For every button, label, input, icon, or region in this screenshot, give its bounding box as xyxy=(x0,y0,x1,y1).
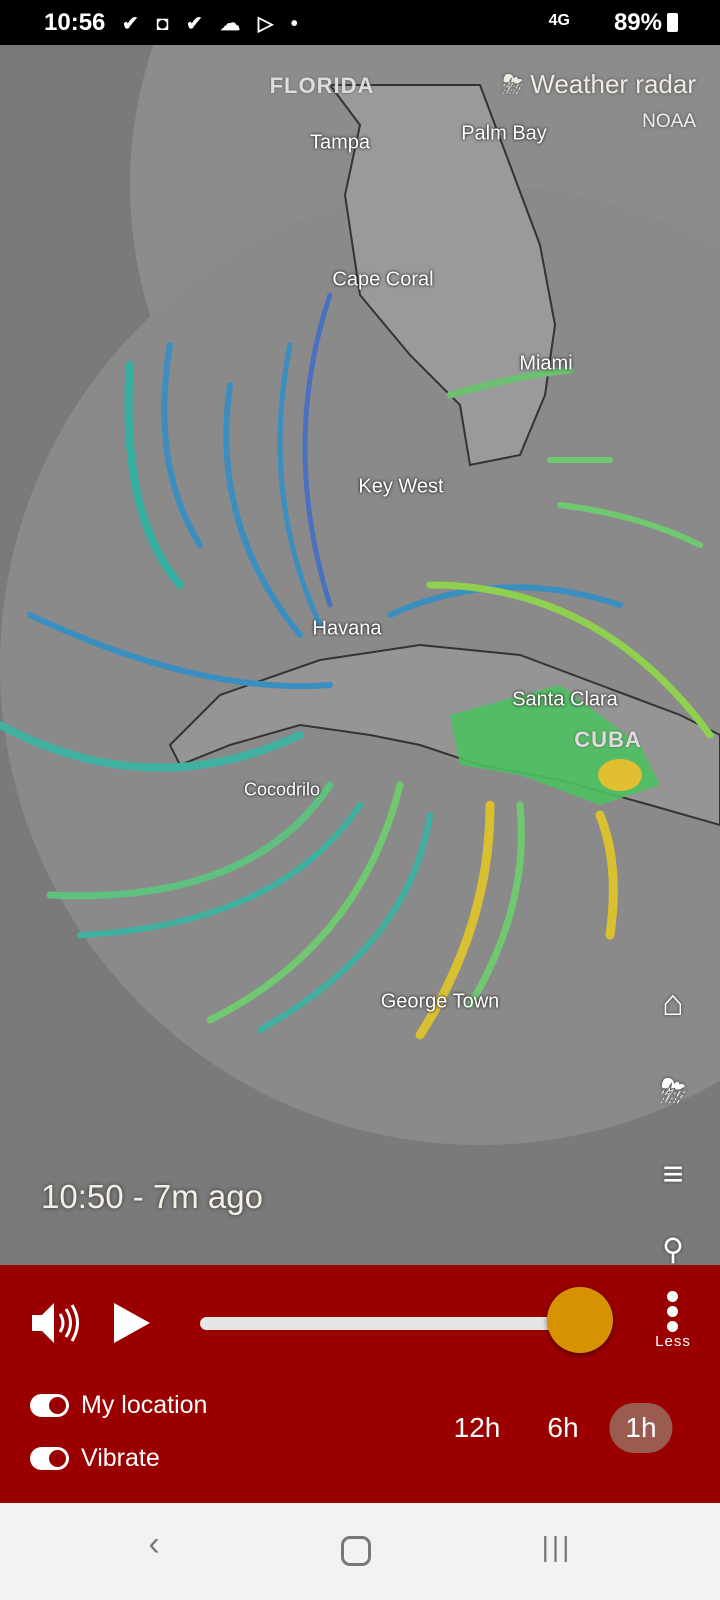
label-palm-bay: Palm Bay xyxy=(461,122,547,145)
playback-panel: Less My location Vibrate 12h 6h 1h xyxy=(0,1265,720,1503)
volume-icon[interactable] xyxy=(30,1300,82,1346)
network-indicator: 4G xyxy=(548,12,570,29)
battery-level: 89% xyxy=(613,9,662,36)
range-12h[interactable]: 12h xyxy=(453,1412,501,1443)
radar-echo-intense xyxy=(598,759,642,791)
storm-icon[interactable]: ⛈ xyxy=(660,1073,686,1109)
timeline-slider[interactable] xyxy=(200,1317,590,1330)
range-6h[interactable]: 6h xyxy=(547,1412,579,1443)
status-time: 10:56 xyxy=(44,9,106,36)
status-bar: 10:56 ✔ ◘ ✔ ☁ ▷ • 4G 89% xyxy=(0,0,720,45)
source-label: NOAA xyxy=(642,111,696,132)
label-cocodrilo: Cocodrilo xyxy=(243,779,321,800)
label-florida: FLORIDA xyxy=(269,73,375,98)
search-icon[interactable]: ⚲ xyxy=(662,1233,684,1266)
label-key-west: Key West xyxy=(358,475,444,498)
storm-icon: ⛈ xyxy=(502,69,531,99)
less-button[interactable]: Less xyxy=(655,1333,691,1350)
home-nav-icon[interactable] xyxy=(341,1536,371,1566)
label-havana: Havana xyxy=(312,617,382,640)
brand-title: ⛈ Weather radar xyxy=(502,69,696,101)
label-george-town: George Town xyxy=(380,990,500,1013)
vibrate-label: Vibrate xyxy=(81,1444,160,1472)
menu-icon[interactable]: ≡ xyxy=(662,1153,684,1194)
radar-timestamp: 10:50 - 7m ago xyxy=(41,1178,263,1215)
play-icon[interactable] xyxy=(112,1301,152,1345)
map-canvas xyxy=(0,45,720,1145)
range-1h[interactable]: 1h xyxy=(609,1403,673,1453)
brand-label: Weather radar xyxy=(530,69,696,99)
label-cuba: CUBA xyxy=(574,727,642,752)
back-icon[interactable]: ‹ xyxy=(148,1525,160,1563)
more-options-icon[interactable] xyxy=(667,1291,679,1336)
label-miami: Miami xyxy=(519,352,573,375)
my-location-label: My location xyxy=(81,1391,208,1419)
radar-echoes xyxy=(0,292,714,1040)
my-location-toggle[interactable] xyxy=(30,1394,69,1417)
label-santa-clara: Santa Clara xyxy=(512,688,618,711)
label-tampa: Tampa xyxy=(309,131,371,154)
slider-thumb[interactable] xyxy=(547,1287,613,1353)
vibrate-toggle[interactable] xyxy=(30,1447,69,1470)
label-cape-coral: Cape Coral xyxy=(332,268,434,291)
system-nav-bar: ‹ ||| xyxy=(0,1503,720,1600)
radar-map[interactable]: FLORIDA ⛈ Weather radar NOAA Tampa Palm … xyxy=(0,45,720,1265)
battery-icon xyxy=(667,13,678,32)
notification-icons: ✔ ◘ ✔ ☁ ▷ • xyxy=(122,13,304,35)
florida-land xyxy=(328,84,557,467)
recents-icon[interactable]: ||| xyxy=(541,1531,573,1562)
home-icon[interactable]: ⌂ xyxy=(662,982,684,1023)
